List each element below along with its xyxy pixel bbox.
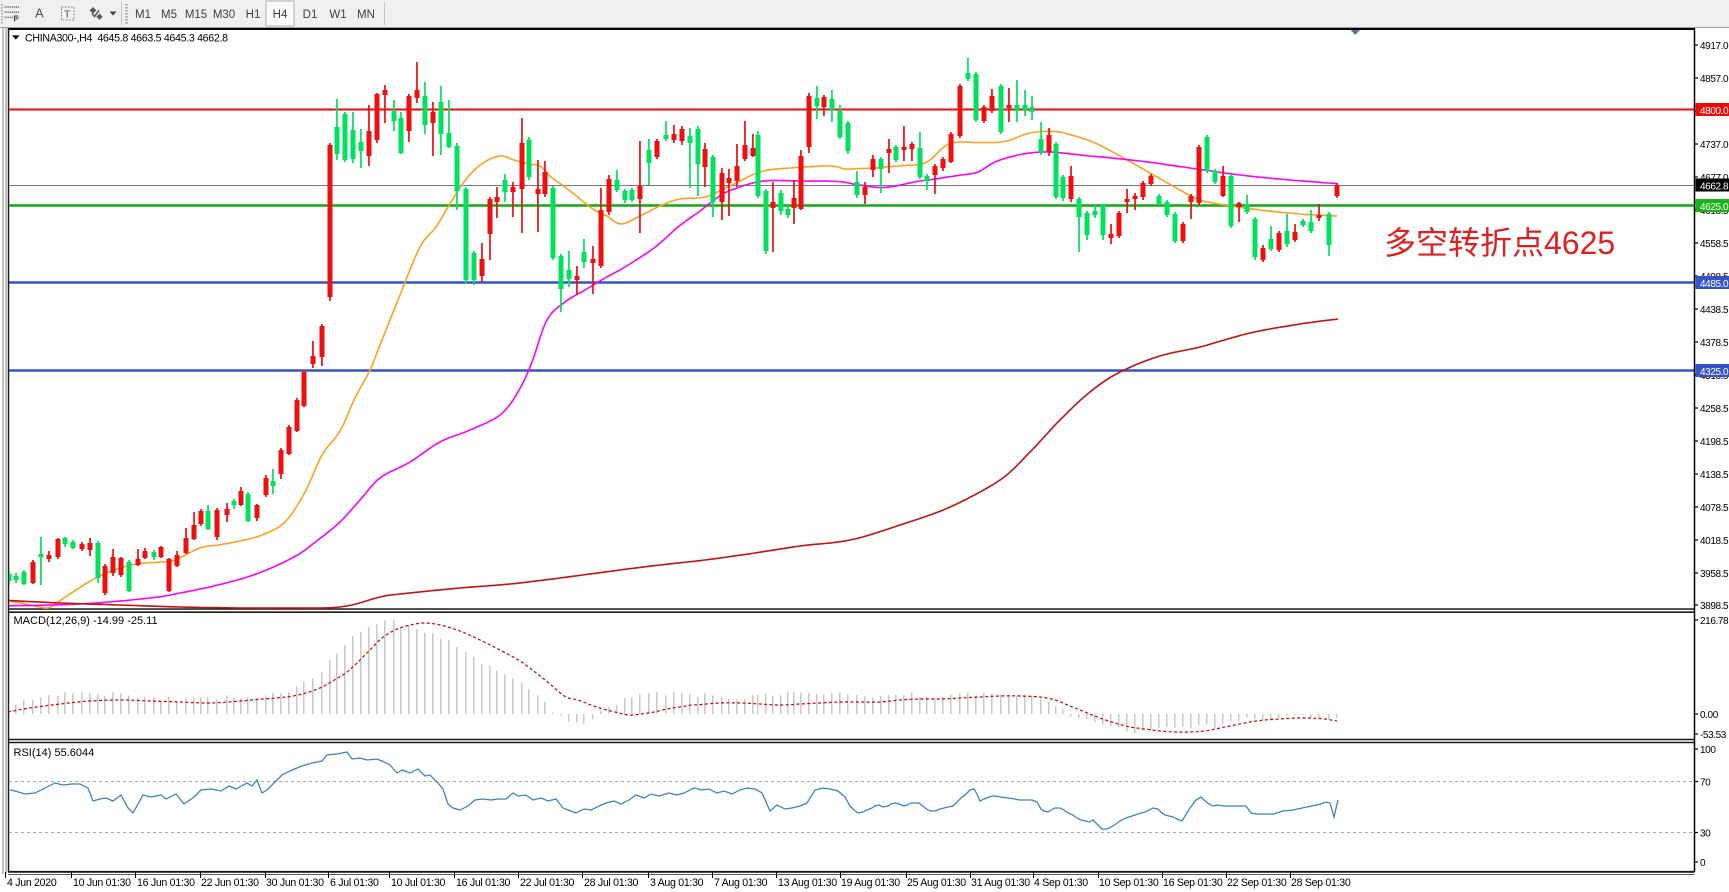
svg-text:7 Aug 01:30: 7 Aug 01:30 (714, 877, 768, 889)
svg-text:M30: M30 (213, 9, 235, 21)
svg-text:0.00: 0.00 (1700, 710, 1719, 721)
svg-text:4438.5: 4438.5 (1700, 305, 1729, 316)
svg-text:W1: W1 (329, 9, 346, 21)
svg-text:70: 70 (1700, 778, 1711, 789)
svg-text:4737.0: 4737.0 (1700, 140, 1729, 151)
svg-text:-53.53: -53.53 (1700, 730, 1727, 741)
svg-text:A: A (35, 6, 44, 21)
svg-text:4378.5: 4378.5 (1700, 338, 1729, 349)
svg-text:M15: M15 (185, 9, 207, 21)
svg-text:H1: H1 (246, 9, 261, 21)
svg-text:10 Jun 01:30: 10 Jun 01:30 (73, 877, 131, 889)
svg-text:4625.0: 4625.0 (1700, 202, 1729, 213)
svg-text:3 Aug 01:30: 3 Aug 01:30 (650, 877, 704, 889)
svg-text:25 Aug 01:30: 25 Aug 01:30 (907, 877, 966, 889)
svg-text:16 Sep 01:30: 16 Sep 01:30 (1163, 877, 1223, 889)
svg-text:MN: MN (357, 9, 375, 21)
svg-text:F: F (14, 15, 19, 24)
svg-text:10 Jul 01:30: 10 Jul 01:30 (391, 877, 446, 889)
svg-text:多空转折点4625: 多空转折点4625 (1384, 225, 1615, 261)
svg-text:216.78: 216.78 (1700, 616, 1729, 627)
svg-text:4917.0: 4917.0 (1700, 41, 1729, 52)
svg-text:CHINA300-,H4 4645.8 4663.5 46: CHINA300-,H4 4645.8 4663.5 4645.3 4662.8 (25, 33, 228, 45)
svg-text:16 Jun 01:30: 16 Jun 01:30 (137, 877, 195, 889)
svg-text:30 Jun 01:30: 30 Jun 01:30 (266, 877, 324, 889)
svg-text:4 Sep 01:30: 4 Sep 01:30 (1034, 877, 1088, 889)
svg-text:16 Jul 01:30: 16 Jul 01:30 (456, 877, 511, 889)
svg-text:4800.0: 4800.0 (1700, 106, 1729, 117)
svg-text:28 Jul 01:30: 28 Jul 01:30 (584, 877, 639, 889)
svg-text:4078.5: 4078.5 (1700, 503, 1729, 514)
svg-text:M1: M1 (135, 9, 151, 21)
svg-text:4558.5: 4558.5 (1700, 239, 1729, 250)
svg-text:4662.8: 4662.8 (1700, 182, 1729, 193)
svg-text:4485.0: 4485.0 (1700, 279, 1729, 290)
svg-text:19 Aug 01:30: 19 Aug 01:30 (841, 877, 900, 889)
svg-text:0: 0 (1700, 858, 1706, 869)
svg-text:H4: H4 (273, 9, 288, 21)
svg-text:RSI(14) 55.6044: RSI(14) 55.6044 (14, 747, 95, 759)
svg-text:3898.5: 3898.5 (1700, 601, 1729, 612)
svg-text:4018.5: 4018.5 (1700, 536, 1729, 547)
svg-text:4138.5: 4138.5 (1700, 470, 1729, 481)
svg-text:28 Sep 01:30: 28 Sep 01:30 (1291, 877, 1351, 889)
svg-text:100: 100 (1700, 745, 1716, 756)
svg-text:22 Sep 01:30: 22 Sep 01:30 (1227, 877, 1287, 889)
svg-text:4258.5: 4258.5 (1700, 404, 1729, 415)
svg-text:4 Jun 2020: 4 Jun 2020 (7, 877, 57, 889)
svg-text:4325.0: 4325.0 (1700, 367, 1729, 378)
svg-text:D1: D1 (303, 9, 318, 21)
svg-text:4198.5: 4198.5 (1700, 437, 1729, 448)
svg-text:M5: M5 (161, 9, 177, 21)
svg-text:22 Jun 01:30: 22 Jun 01:30 (201, 877, 259, 889)
svg-text:30: 30 (1700, 829, 1711, 840)
svg-text:22 Jul 01:30: 22 Jul 01:30 (520, 877, 575, 889)
svg-text:10 Sep 01:30: 10 Sep 01:30 (1099, 877, 1159, 889)
svg-text:31 Aug 01:30: 31 Aug 01:30 (971, 877, 1030, 889)
svg-text:4857.0: 4857.0 (1700, 74, 1729, 85)
svg-text:6 Jul 01:30: 6 Jul 01:30 (330, 877, 379, 889)
svg-text:13 Aug 01:30: 13 Aug 01:30 (778, 877, 837, 889)
svg-text:3958.5: 3958.5 (1700, 569, 1729, 580)
svg-text:MACD(12,26,9) -14.99 -25.11: MACD(12,26,9) -14.99 -25.11 (14, 615, 158, 627)
svg-text:T: T (64, 9, 71, 21)
